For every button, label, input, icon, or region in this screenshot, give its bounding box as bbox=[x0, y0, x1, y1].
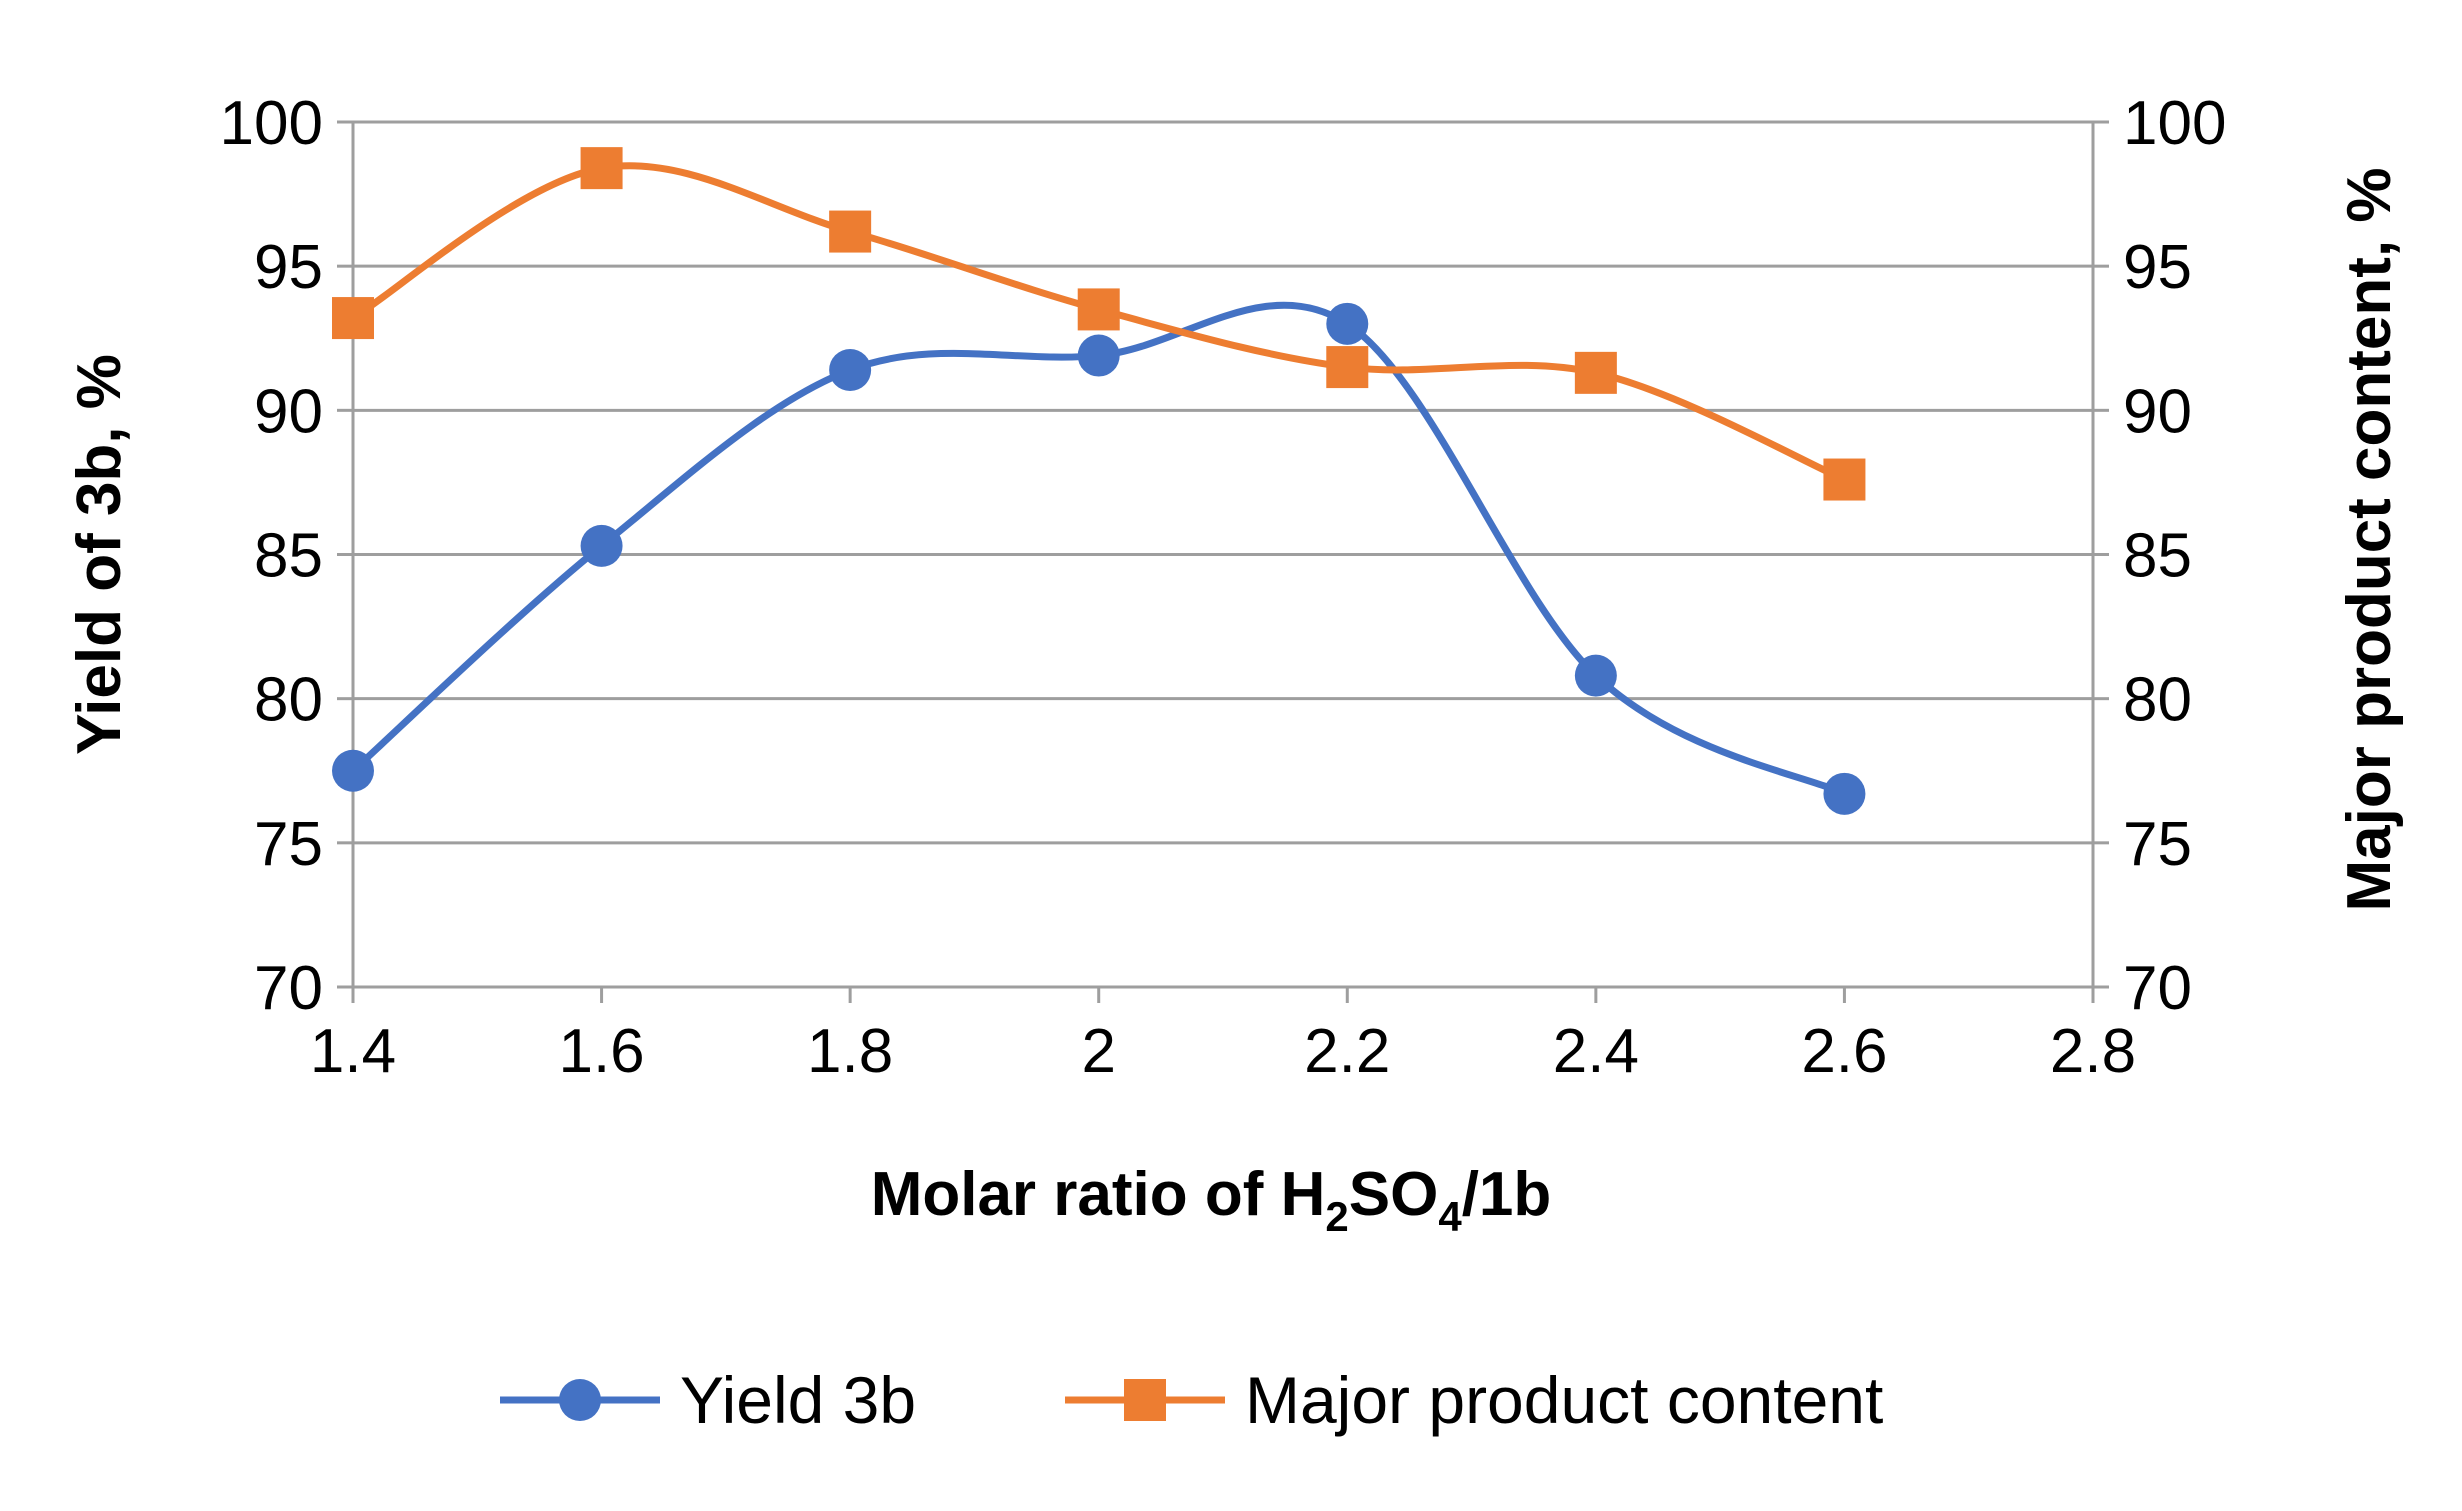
y-left-tick-label: 70 bbox=[254, 954, 323, 1023]
x-axis-title: Molar ratio of H2SO4/1b bbox=[871, 1160, 1552, 1240]
x-tick-label: 1.8 bbox=[807, 1017, 893, 1086]
data-point-major-product-content bbox=[580, 147, 623, 190]
axis-labels: 70 75 80 85 90 95 100 70 75 80 85 90 95 100 1.4 1.6 1.8 2… bbox=[65, 89, 2404, 1240]
series-yield-3b bbox=[332, 301, 1866, 815]
y-left-tick-label: 75 bbox=[254, 810, 323, 879]
legend-label-major-product-content: Major product content bbox=[1245, 1363, 1883, 1437]
y-right-tick-label: 100 bbox=[2123, 89, 2226, 158]
y-left-tick-label: 80 bbox=[254, 666, 323, 735]
legend-item-yield-3b: Yield 3b bbox=[500, 1363, 916, 1437]
legend-item-major-product-content: Major product content bbox=[1065, 1363, 1883, 1437]
axes bbox=[337, 120, 2109, 1003]
series bbox=[332, 147, 1866, 815]
data-point-major-product-content bbox=[1077, 288, 1120, 331]
data-point-yield-3b bbox=[332, 749, 374, 792]
data-point-yield-3b bbox=[1326, 302, 1369, 345]
x-tick-label: 2.6 bbox=[1801, 1017, 1887, 1086]
x-axis-title-subscript: 4 bbox=[1438, 1193, 1462, 1240]
x-axis-title-part: SO bbox=[1349, 1160, 1439, 1229]
y-right-tick-label: 90 bbox=[2123, 377, 2192, 446]
data-point-yield-3b bbox=[1077, 334, 1120, 377]
y-left-tick-label: 90 bbox=[254, 377, 323, 446]
x-axis-title-part: /1b bbox=[1462, 1160, 1552, 1229]
y-left-tick-label: 95 bbox=[254, 233, 323, 302]
legend-label-yield-3b: Yield 3b bbox=[680, 1363, 916, 1437]
y-left-tick-label: 100 bbox=[220, 89, 323, 158]
y-right-tick-label: 95 bbox=[2123, 233, 2192, 302]
data-point-major-product-content bbox=[1574, 351, 1617, 394]
data-point-yield-3b bbox=[580, 524, 623, 567]
data-point-yield-3b bbox=[1823, 772, 1866, 815]
data-point-yield-3b bbox=[1574, 654, 1617, 697]
x-axis-title-part: Molar ratio of H bbox=[871, 1160, 1326, 1229]
data-point-major-product-content bbox=[332, 297, 374, 340]
y-left-axis-title: Yield of 3b, % bbox=[65, 354, 134, 755]
x-tick-label: 2.4 bbox=[1553, 1017, 1639, 1086]
x-axis-title-subscript: 2 bbox=[1325, 1193, 1348, 1240]
series-major-product-content bbox=[332, 147, 1866, 501]
y-right-tick-label: 75 bbox=[2123, 810, 2192, 879]
gridlines bbox=[353, 120, 2093, 845]
legend-marker-major-product-content bbox=[1124, 1379, 1166, 1421]
data-point-major-product-content bbox=[829, 210, 872, 253]
data-point-yield-3b bbox=[829, 348, 872, 391]
x-tick-label: 2.8 bbox=[2050, 1017, 2136, 1086]
y-right-tick-label: 70 bbox=[2123, 954, 2192, 1023]
legend-marker-yield-3b bbox=[559, 1379, 601, 1421]
y-right-tick-label: 80 bbox=[2123, 666, 2192, 735]
y-left-tick-label: 85 bbox=[254, 522, 323, 591]
data-point-major-product-content bbox=[1823, 458, 1866, 501]
x-tick-label: 1.4 bbox=[310, 1017, 396, 1086]
data-point-major-product-content bbox=[1326, 346, 1369, 389]
x-tick-label: 2 bbox=[1081, 1017, 1115, 1086]
y-right-axis-title: Major product content, % bbox=[2335, 168, 2404, 912]
x-tick-label: 2.2 bbox=[1304, 1017, 1390, 1086]
legend: Yield 3b Major product content bbox=[500, 1363, 1883, 1437]
y-right-tick-label: 85 bbox=[2123, 522, 2192, 591]
x-tick-label: 1.6 bbox=[558, 1017, 644, 1086]
